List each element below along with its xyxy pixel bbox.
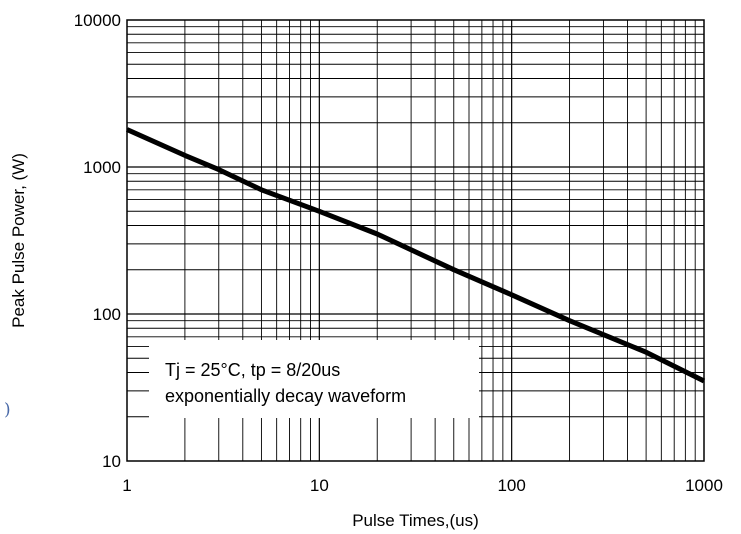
x-axis-label: Pulse Times,(us) [352, 511, 479, 530]
y-tick-label: 1000 [83, 158, 121, 177]
annotation-box: Tj = 25°C, tp = 8/20us exponentially dec… [149, 340, 479, 418]
y-tick-label: 100 [93, 305, 121, 324]
annotation-line-2: exponentially decay waveform [165, 386, 406, 406]
annotation-line-1: Tj = 25°C, tp = 8/20us [165, 360, 340, 380]
y-tick-label: 10000 [74, 11, 121, 30]
annotation-background [149, 340, 479, 418]
plot-frame [126, 19, 705, 462]
y-tick-label: 10 [102, 452, 121, 471]
y-axis-label: Peak Pulse Power, (W) [9, 153, 28, 328]
x-tick-label: 1 [122, 476, 131, 495]
series-line-peak-pulse-power [125, 127, 706, 384]
stray-glyph: ) [4, 400, 11, 420]
x-tick-label: 1000 [685, 476, 723, 495]
x-tick-label: 10 [310, 476, 329, 495]
x-tick-label: 100 [497, 476, 525, 495]
